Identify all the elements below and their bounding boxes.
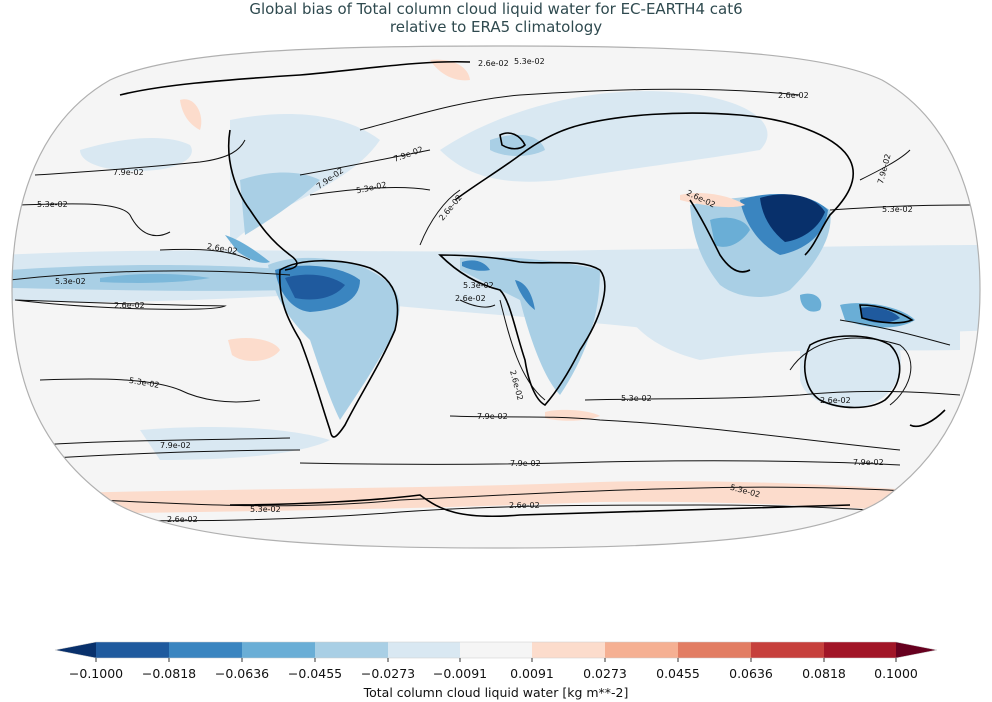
contour-label: 2.6e-02 bbox=[114, 301, 145, 310]
colorbar-label: Total column cloud liquid water [kg m**-… bbox=[363, 685, 629, 700]
contour-label: 5.3e-02 bbox=[463, 281, 494, 290]
contour-label: 2.6e-02 bbox=[455, 294, 486, 303]
contour-label: 5.3e-02 bbox=[250, 505, 281, 514]
contour-label: 7.9e-02 bbox=[113, 168, 144, 177]
colorbar-tick-label: 0.0273 bbox=[583, 666, 627, 681]
colorbar-segment bbox=[242, 642, 315, 658]
contour-label: 5.3e-02 bbox=[55, 277, 86, 286]
contour-label: 7.9e-02 bbox=[510, 459, 541, 468]
southern-ocean-positive-bias bbox=[12, 481, 980, 515]
map-field: 2.6e-02 5.3e-02 2.6e-02 7.9e-02 5.3e-02 … bbox=[12, 46, 980, 548]
colorbar-tick-label: −0.0818 bbox=[141, 666, 197, 681]
colorbar-segment bbox=[751, 642, 824, 658]
colorbar-segment bbox=[96, 642, 169, 658]
colorbar bbox=[54, 641, 938, 662]
colorbar-tick-label: −0.0091 bbox=[432, 666, 488, 681]
contour-label: 2.6e-02 bbox=[778, 91, 809, 100]
contour-label: 2.6e-02 bbox=[478, 59, 509, 68]
contour-label: 5.3e-02 bbox=[621, 394, 652, 403]
title-line-1: Global bias of Total column cloud liquid… bbox=[249, 0, 743, 18]
title-line-2: relative to ERA5 climatology bbox=[389, 18, 603, 36]
colorbar-tick-label: 0.0818 bbox=[802, 666, 846, 681]
colorbar-tick-label: −0.1000 bbox=[68, 666, 124, 681]
colorbar-segment bbox=[532, 642, 605, 658]
figure-title: Global bias of Total column cloud liquid… bbox=[0, 0, 992, 36]
colorbar-segment bbox=[824, 642, 896, 658]
colorbar-extend-high bbox=[896, 642, 937, 658]
colorbar-tick-label: −0.0273 bbox=[360, 666, 416, 681]
colorbar-tick-label: −0.0455 bbox=[287, 666, 343, 681]
colorbar-segment bbox=[315, 642, 388, 658]
contour-label: 7.9e-02 bbox=[853, 458, 884, 467]
colorbar-segment bbox=[678, 642, 751, 658]
colorbar-extend-low bbox=[55, 642, 96, 658]
africa-bias bbox=[460, 257, 600, 395]
colorbar-tick-label: 0.1000 bbox=[874, 666, 918, 681]
map-frame bbox=[11, 45, 981, 549]
colorbar-segment bbox=[388, 642, 460, 658]
contour-label: 5.3e-02 bbox=[882, 205, 913, 214]
contour-label: 5.3e-02 bbox=[37, 200, 68, 209]
contour-label: 7.9e-02 bbox=[160, 441, 191, 450]
colorbar-ticks bbox=[95, 658, 897, 662]
contour-label: 2.6e-02 bbox=[509, 501, 540, 510]
colorbar-segment bbox=[460, 642, 532, 658]
colorbar-tick-label: −0.0636 bbox=[214, 666, 270, 681]
colorbar-segment bbox=[169, 642, 242, 658]
contour-label: 2.6e-02 bbox=[167, 515, 198, 524]
coastlines bbox=[119, 60, 946, 518]
colorbar-tick-label: 0.0455 bbox=[656, 666, 700, 681]
contour-lines bbox=[12, 88, 980, 522]
colorbar-segment bbox=[605, 642, 678, 658]
colorbar-tick-label: 0.0091 bbox=[510, 666, 554, 681]
colorbar-tick-label: 0.0636 bbox=[729, 666, 773, 681]
robinson-map: 2.6e-02 5.3e-02 2.6e-02 7.9e-02 5.3e-02 … bbox=[11, 45, 981, 549]
contour-label: 5.3e-02 bbox=[514, 57, 545, 66]
contour-label: 2.6e-02 bbox=[820, 396, 851, 405]
contour-label: 7.9e-02 bbox=[477, 412, 508, 421]
